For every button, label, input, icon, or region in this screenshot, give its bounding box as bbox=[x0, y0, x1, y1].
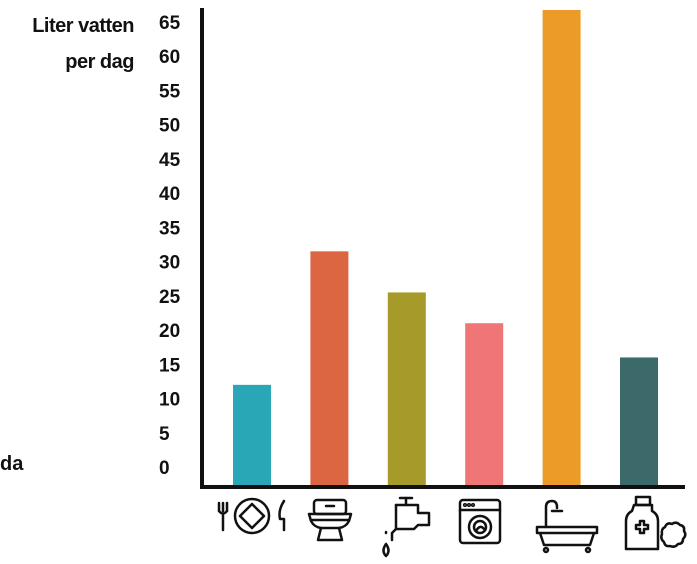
faucet-icon bbox=[382, 496, 431, 558]
y-axis-label-line-1: Liter vatten bbox=[32, 15, 134, 37]
bar-dining-plate bbox=[233, 384, 271, 486]
y-tick-label: 30 bbox=[159, 253, 180, 274]
y-tick-label: 65 bbox=[159, 13, 181, 34]
y-tick-label: 10 bbox=[159, 390, 180, 411]
y-tick-label: 15 bbox=[159, 355, 181, 376]
y-tick-label: 25 bbox=[159, 287, 181, 308]
bars bbox=[233, 10, 658, 486]
bathtub-icon bbox=[535, 499, 599, 554]
y-tick-label: 35 bbox=[159, 218, 181, 239]
bar-toilet bbox=[310, 251, 349, 486]
y-axis-label-line-2: per dag bbox=[65, 51, 134, 73]
bar-bathtub bbox=[542, 10, 581, 486]
toilet-icon bbox=[307, 498, 353, 542]
y-tick-label: 5 bbox=[159, 424, 170, 445]
y-tick-label: 0 bbox=[159, 458, 170, 479]
bar-faucet bbox=[387, 292, 426, 486]
washing-machine-icon bbox=[458, 498, 502, 545]
y-tick-label: 60 bbox=[159, 47, 180, 68]
y-tick-label: 20 bbox=[159, 321, 180, 342]
cut-off-label: da bbox=[0, 453, 24, 475]
y-tick-label: 50 bbox=[159, 116, 180, 137]
y-axis-label: Liter vatten per dag bbox=[32, 8, 134, 80]
y-tick-label: 45 bbox=[159, 150, 181, 171]
y-tick-label: 55 bbox=[159, 81, 181, 102]
bar-cleaning-bottle bbox=[620, 357, 658, 486]
dining-plate-icon bbox=[217, 497, 286, 535]
cleaning-bottle-icon bbox=[624, 495, 687, 551]
y-tick-label: 40 bbox=[159, 184, 180, 205]
bar-washing-machine bbox=[465, 323, 504, 486]
y-tick-labels: 0 5 10 15 20 25 30 35 40 45 50 55 60 65 bbox=[159, 13, 181, 479]
